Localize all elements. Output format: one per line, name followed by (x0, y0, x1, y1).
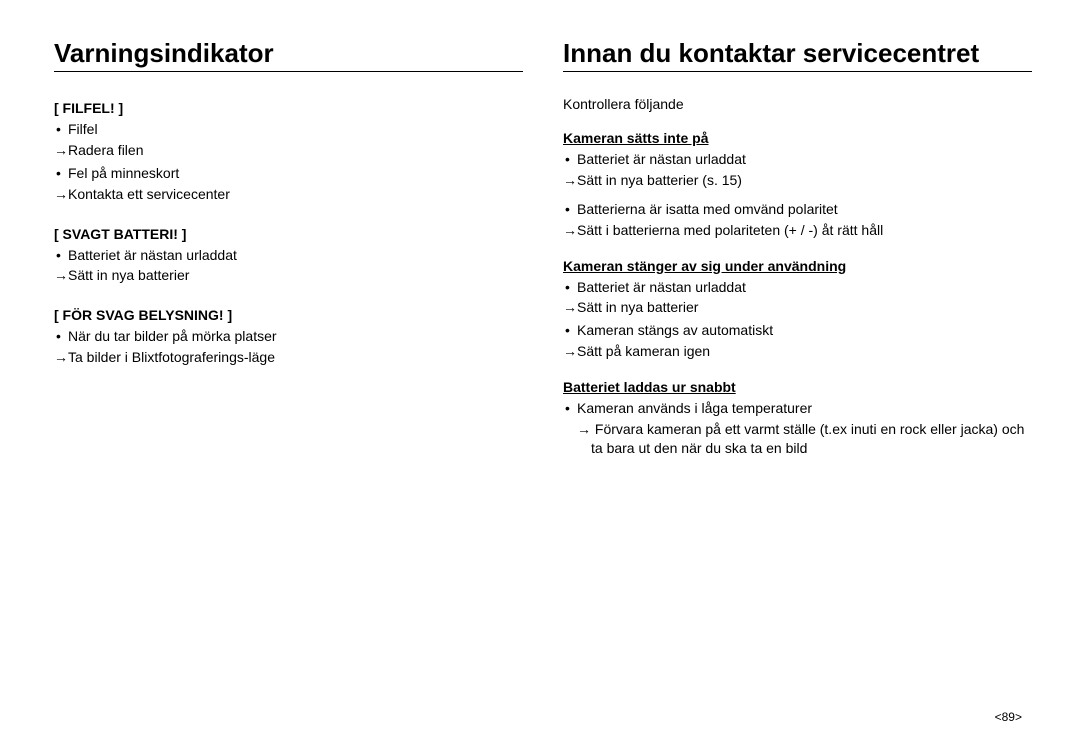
bullet-item: Batteriet är nästan urladdat (54, 246, 523, 265)
arrow-item: Sätt in nya batterier (563, 298, 1032, 317)
arrow-item: Sätt i batterierna med polariteten (+ / … (563, 221, 1032, 240)
left-title: Varningsindikator (54, 38, 523, 72)
bullet-item: Fel på minneskort (54, 164, 523, 183)
arrow-item: Radera filen (54, 141, 523, 160)
left-column: Varningsindikator [ FILFEL! ] Filfel Rad… (54, 38, 543, 726)
page-number: <89> (995, 710, 1022, 724)
section-head: [ SVAGT BATTERI! ] (54, 226, 523, 242)
section-head: [ FÖR SVAG BELYSNING! ] (54, 307, 523, 323)
arrow-item: Kontakta ett servicecenter (54, 185, 523, 204)
bullet-item: Batterierna är isatta med omvänd polarit… (563, 200, 1032, 219)
arrow-item: Sätt in nya batterier (54, 266, 523, 285)
arrow-item: Sätt in nya batterier (s. 15) (563, 171, 1032, 190)
intro-text: Kontrollera följande (563, 96, 1032, 112)
bullet-item: Kameran används i låga temperaturer (563, 399, 1032, 418)
bullet-item: När du tar bilder på mörka platser (54, 327, 523, 346)
bullet-item: Filfel (54, 120, 523, 139)
bullet-item: Batteriet är nästan urladdat (563, 150, 1032, 169)
right-title: Innan du kontaktar servicecentret (563, 38, 1032, 72)
bullet-item: Batteriet är nästan urladdat (563, 278, 1032, 297)
arrow-item: Ta bilder i Blixtfotograferings-läge (54, 348, 523, 367)
sub-head: Kameran sätts inte på (563, 130, 1032, 146)
arrow-item: Sätt på kameran igen (563, 342, 1032, 361)
section-head: [ FILFEL! ] (54, 100, 523, 116)
page: Varningsindikator [ FILFEL! ] Filfel Rad… (0, 0, 1080, 746)
sub-head: Kameran stänger av sig under användning (563, 258, 1032, 274)
sub-head: Batteriet laddas ur snabbt (563, 379, 1032, 395)
right-column: Innan du kontaktar servicecentret Kontro… (543, 38, 1032, 726)
arrow-item: → Förvara kameran på ett varmt ställe (t… (563, 420, 1032, 458)
bullet-item: Kameran stängs av automatiskt (563, 321, 1032, 340)
